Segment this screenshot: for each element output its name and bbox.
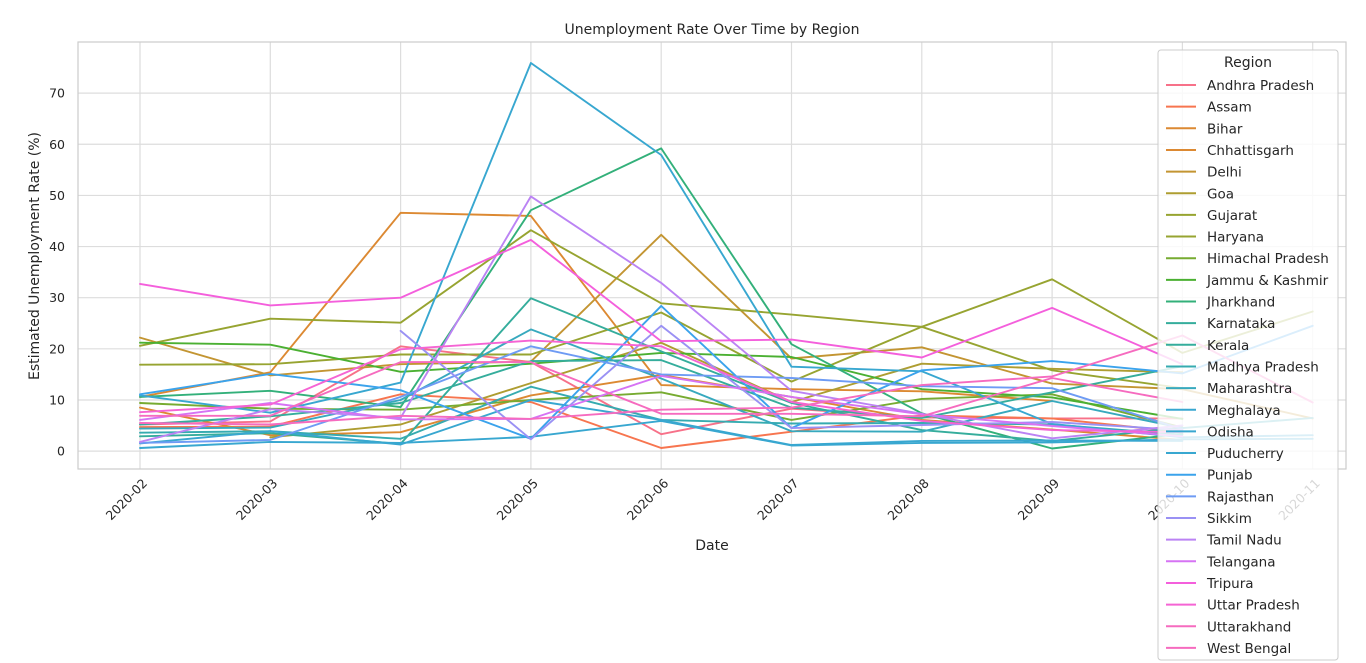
legend-label: Andhra Pradesh <box>1207 78 1314 94</box>
series-line <box>399 324 1184 441</box>
series-line <box>139 233 1314 420</box>
legend-label: Telangana <box>1206 554 1276 570</box>
series-line <box>139 374 1184 438</box>
legend-label: Delhi <box>1207 165 1242 181</box>
series-line <box>139 339 1184 434</box>
series-line <box>139 238 1184 366</box>
series-line <box>139 311 1184 390</box>
legend-label: Assam <box>1207 100 1252 116</box>
legend: Region Andhra Pradesh Assam Bihar Chhattisg… <box>1157 49 1339 661</box>
legend-label: Punjab <box>1207 468 1253 484</box>
series-lines <box>139 62 1314 450</box>
series-line <box>139 341 1184 420</box>
y-tick-label: 60 <box>49 137 65 152</box>
series-line <box>139 297 1184 445</box>
series-line <box>139 345 1184 444</box>
series-line <box>139 304 1314 440</box>
chart-title: Unemployment Rate Over Time by Region <box>565 22 860 38</box>
legend-label: Haryana <box>1207 230 1264 246</box>
legend-label: Maharashtra <box>1207 381 1292 397</box>
legend-label: Rajasthan <box>1207 489 1274 505</box>
series-line <box>139 229 1314 354</box>
legend-label: Himachal Pradesh <box>1207 251 1329 267</box>
legend-label: Puducherry <box>1207 446 1284 462</box>
y-axis-label: Estimated Unemployment Rate (%) <box>27 132 43 380</box>
y-tick-label: 40 <box>49 239 65 254</box>
y-tick-label: 50 <box>49 188 65 203</box>
y-tick-label: 30 <box>49 290 65 305</box>
legend-label: Bihar <box>1207 121 1243 137</box>
y-tick-label: 20 <box>49 341 65 356</box>
series-line <box>139 393 1184 449</box>
y-tick-label: 10 <box>49 392 65 407</box>
legend-label: Tripura <box>1206 576 1254 592</box>
series-line <box>139 195 1184 443</box>
legend-label: Tamil Nadu <box>1206 533 1282 549</box>
legend-label: Gujarat <box>1207 208 1257 224</box>
series-line <box>139 211 1054 402</box>
legend-items: Andhra Pradesh Assam Bihar Chhattisgarh Delh… <box>1166 78 1329 657</box>
legend-label: Meghalaya <box>1207 403 1281 419</box>
series-line <box>139 334 1314 426</box>
legend-title: Region <box>1224 55 1272 71</box>
legend-label: Uttar Pradesh <box>1207 598 1300 614</box>
legend-label: Jammu & Kashmir <box>1206 273 1329 289</box>
legend-label: Karnataka <box>1207 316 1275 332</box>
legend-label: West Bengal <box>1207 641 1291 657</box>
plot-frame <box>77 41 1347 470</box>
legend-label: Sikkim <box>1207 511 1252 527</box>
legend-label: Uttarakhand <box>1207 619 1291 635</box>
legend-label: Jharkhand <box>1206 295 1275 311</box>
legend-label: Goa <box>1207 186 1234 202</box>
legend-label: Kerala <box>1207 338 1249 354</box>
series-line <box>139 419 1314 449</box>
legend-label: Odisha <box>1207 424 1254 440</box>
y-axis-ticks: 0 10 20 30 40 50 60 70 <box>49 86 65 459</box>
x-axis-label: Date <box>695 538 728 554</box>
y-tick-label: 0 <box>57 444 65 459</box>
series-line <box>139 399 1184 446</box>
legend-label: Madhya Pradesh <box>1207 359 1319 375</box>
legend-label: Chhattisgarh <box>1207 143 1294 159</box>
series-line <box>269 341 1184 439</box>
series-line <box>139 361 1184 418</box>
legend-box <box>1157 49 1339 661</box>
y-tick-label: 70 <box>49 86 65 101</box>
